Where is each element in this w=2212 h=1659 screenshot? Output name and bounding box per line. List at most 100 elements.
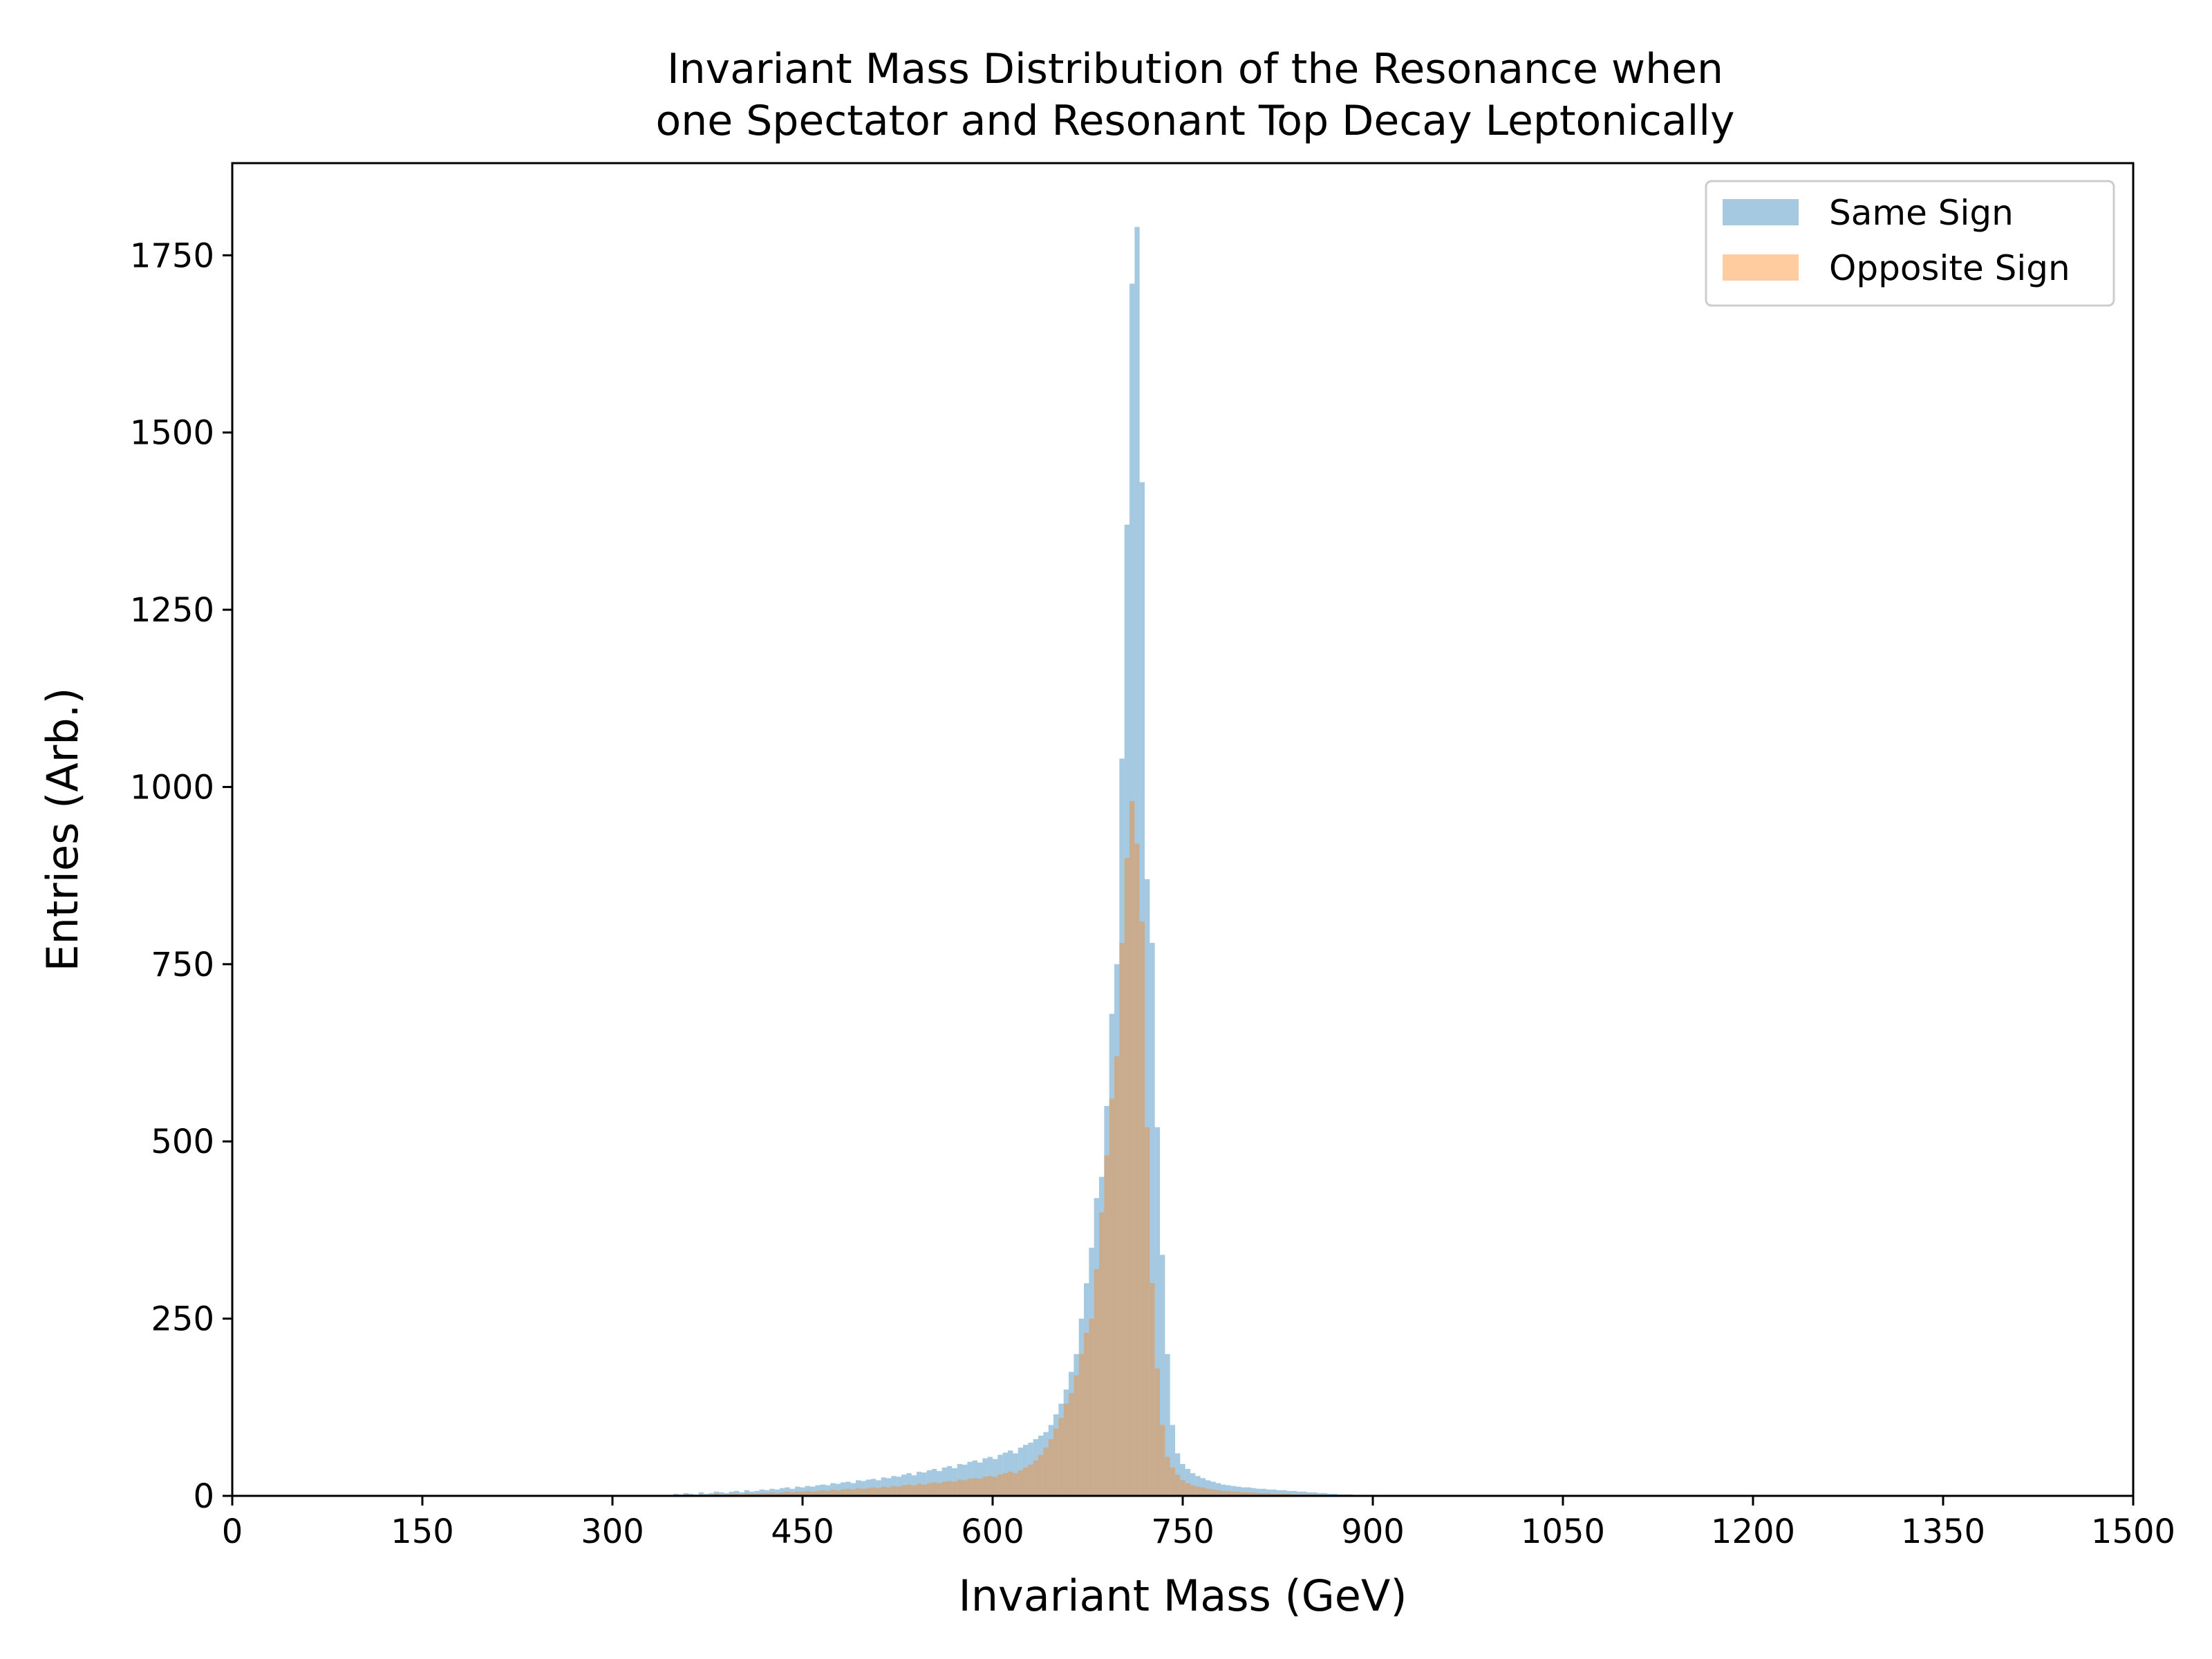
histogram-bar [1230, 1491, 1236, 1496]
histogram-bar [1114, 964, 1120, 1496]
histogram-bar [841, 1482, 846, 1496]
histogram-bar [1170, 1425, 1175, 1496]
histogram-bar [805, 1485, 810, 1496]
histogram-bar [830, 1483, 836, 1496]
histogram-bar [911, 1485, 917, 1496]
histogram-bar [962, 1480, 968, 1496]
histogram-bar [941, 1481, 947, 1496]
histogram-bar [977, 1479, 983, 1496]
histogram-bar [769, 1492, 775, 1496]
y-tick-label: 250 [151, 1300, 214, 1339]
x-tick-label: 150 [391, 1512, 454, 1551]
histogram-bar [1130, 800, 1135, 1496]
histogram-bar [1154, 1127, 1160, 1496]
histogram-bar [785, 1487, 790, 1496]
series-same-sign [673, 227, 1363, 1497]
x-axis-label: Invariant Mass (GeV) [958, 1571, 1407, 1621]
histogram-bar [1099, 1177, 1105, 1496]
histogram-bar [841, 1489, 846, 1496]
histogram-bar [1048, 1425, 1053, 1496]
histogram-bar [1150, 943, 1155, 1496]
histogram-bar [1033, 1460, 1038, 1496]
histogram-bar [1130, 283, 1135, 1496]
histogram-bar [1124, 525, 1130, 1497]
histogram-bar [1018, 1447, 1023, 1496]
histogram-bar [780, 1492, 785, 1496]
histogram-bar [1028, 1443, 1033, 1496]
histogram-bar [1190, 1485, 1196, 1496]
histogram-bar [769, 1488, 775, 1496]
histogram-bar [1043, 1447, 1049, 1496]
histogram-bar [1206, 1480, 1211, 1496]
histogram-bar [891, 1476, 897, 1496]
histogram-bar [881, 1486, 886, 1496]
histogram-bar [896, 1486, 901, 1496]
histogram-bar [810, 1491, 816, 1496]
histogram-bar [1160, 1255, 1165, 1496]
histogram-bar [906, 1473, 912, 1496]
histogram-bar [1306, 1492, 1312, 1496]
histogram-bar [1154, 1368, 1160, 1496]
histogram-bar [734, 1493, 740, 1496]
histogram-bar [1312, 1492, 1318, 1496]
histogram-bar [765, 1492, 770, 1496]
x-tick-label: 1200 [1711, 1512, 1795, 1551]
histogram-bar [1043, 1432, 1049, 1496]
histogram-bar [1063, 1389, 1069, 1496]
histogram-bar [997, 1454, 1003, 1496]
histogram-bar [820, 1484, 825, 1496]
histogram-bar [947, 1481, 953, 1496]
histogram-bar [845, 1488, 851, 1496]
histogram-bar [1069, 1393, 1074, 1496]
histogram-bar [1094, 1198, 1099, 1496]
histogram-bar [1261, 1488, 1266, 1496]
histogram-bar [906, 1484, 912, 1496]
histogram-bar [744, 1492, 749, 1496]
histogram-bar [871, 1479, 877, 1496]
histogram-bar [1271, 1493, 1277, 1496]
histogram-bar [1023, 1445, 1029, 1496]
histogram-bar [1332, 1493, 1338, 1496]
histogram-bar [1139, 482, 1145, 1496]
histogram-bar [1089, 1248, 1094, 1496]
histogram-bar [932, 1482, 937, 1496]
histogram-bar [1291, 1490, 1297, 1496]
histogram-bar [1236, 1486, 1241, 1496]
histogram-bar [734, 1490, 740, 1496]
y-axis-ticks: 0 250 500 750 1000 1250 1500 1750 [130, 236, 232, 1516]
histogram-bar [871, 1487, 877, 1496]
histogram-bar [1038, 1454, 1044, 1496]
histogram-bar [1226, 1485, 1231, 1496]
histogram-bar [1023, 1467, 1029, 1496]
legend-swatch-opposite-sign [1723, 254, 1799, 281]
histogram-bar [1094, 1268, 1099, 1496]
histogram-bar [865, 1479, 871, 1496]
histogram-bar [825, 1485, 831, 1496]
histogram-bar [921, 1484, 927, 1496]
histogram-bar [987, 1476, 993, 1496]
histogram-bar [1078, 1318, 1084, 1496]
histogram-bar [749, 1491, 755, 1496]
histogram-bar [911, 1475, 917, 1496]
histogram-bar [754, 1493, 760, 1496]
histogram-bar [957, 1479, 962, 1496]
histogram-bar [825, 1490, 831, 1496]
histogram-bar [1286, 1490, 1292, 1496]
histogram-bar [876, 1488, 881, 1496]
histogram-bar [896, 1477, 901, 1496]
histogram-bar [800, 1491, 805, 1496]
histogram-bar [1150, 1283, 1155, 1496]
histogram-bar [698, 1492, 704, 1496]
histogram-bar [789, 1492, 795, 1496]
y-tick-label: 0 [193, 1477, 214, 1516]
histogram-bar [774, 1492, 780, 1496]
histogram-bar [765, 1490, 770, 1496]
histogram-bar [937, 1471, 942, 1496]
x-tick-label: 600 [961, 1512, 1024, 1551]
histogram-bar [704, 1493, 709, 1496]
histogram-bar [810, 1486, 816, 1496]
histogram-bar [1266, 1492, 1272, 1496]
histogram-bar [1230, 1485, 1236, 1496]
histogram-bar [1286, 1493, 1292, 1496]
